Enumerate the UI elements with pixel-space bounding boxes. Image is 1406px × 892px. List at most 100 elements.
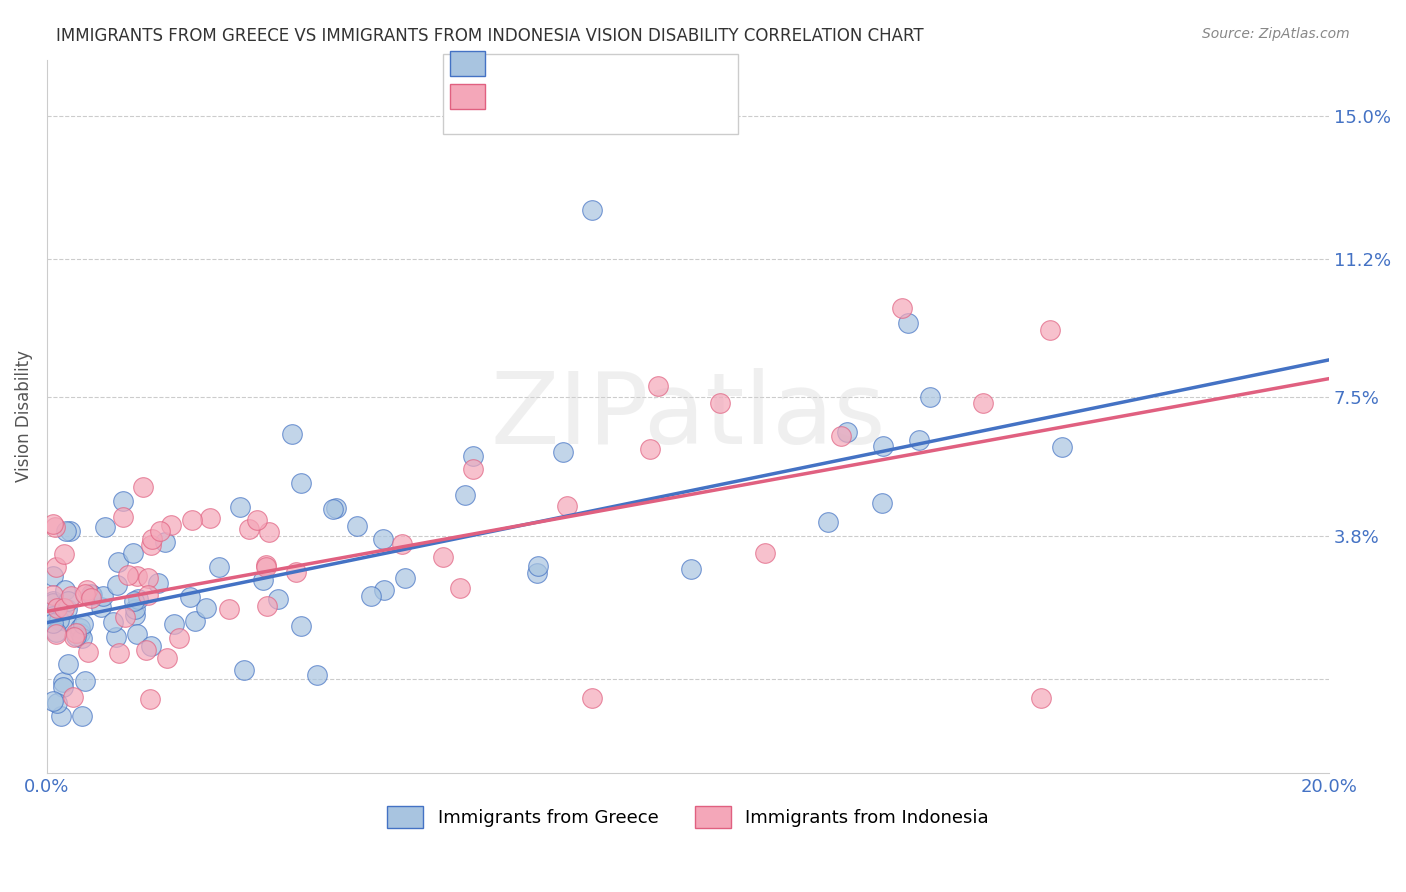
Point bbox=[122, 546, 145, 560]
Point bbox=[80, 588, 103, 602]
Point bbox=[72, 617, 94, 632]
Point bbox=[124, 608, 146, 623]
Point bbox=[232, 663, 254, 677]
Point bbox=[136, 588, 159, 602]
Point bbox=[179, 591, 201, 605]
Point bbox=[94, 520, 117, 534]
Point bbox=[647, 379, 669, 393]
Point bbox=[346, 519, 368, 533]
Point bbox=[45, 627, 67, 641]
Point bbox=[46, 601, 69, 615]
Point bbox=[897, 316, 920, 330]
Point bbox=[449, 581, 471, 595]
Point bbox=[160, 517, 183, 532]
Point bbox=[101, 615, 124, 630]
Point bbox=[107, 578, 129, 592]
Point bbox=[117, 567, 139, 582]
Text: R =  0.478: R = 0.478 bbox=[506, 70, 602, 87]
Point bbox=[52, 547, 75, 561]
Point bbox=[555, 500, 578, 514]
Point bbox=[208, 560, 231, 574]
Point bbox=[194, 601, 217, 615]
Point bbox=[257, 524, 280, 539]
Point bbox=[112, 510, 135, 524]
Point bbox=[246, 513, 269, 527]
Text: ZIPatlas: ZIPatlas bbox=[491, 368, 886, 465]
Point bbox=[59, 524, 82, 539]
Point bbox=[62, 690, 84, 704]
Point bbox=[125, 569, 148, 583]
Point bbox=[58, 657, 80, 671]
Point bbox=[105, 630, 128, 644]
Point bbox=[42, 596, 65, 610]
Point bbox=[55, 614, 77, 628]
Point bbox=[184, 615, 207, 629]
Point bbox=[870, 496, 893, 510]
Point bbox=[42, 608, 65, 623]
Legend: Immigrants from Greece, Immigrants from Indonesia: Immigrants from Greece, Immigrants from … bbox=[380, 798, 995, 835]
Point bbox=[70, 631, 93, 645]
Point bbox=[256, 599, 278, 614]
Point bbox=[218, 602, 240, 616]
Point bbox=[69, 625, 91, 640]
Point bbox=[139, 692, 162, 706]
Point bbox=[149, 524, 172, 538]
Point bbox=[890, 301, 912, 315]
Point bbox=[754, 546, 776, 560]
Point bbox=[432, 550, 454, 565]
Point bbox=[267, 592, 290, 607]
Point bbox=[53, 582, 76, 597]
Point bbox=[252, 573, 274, 587]
Point bbox=[42, 568, 65, 582]
Point bbox=[200, 511, 222, 525]
Text: Source: ZipAtlas.com: Source: ZipAtlas.com bbox=[1202, 27, 1350, 41]
Point bbox=[42, 694, 65, 708]
Text: N = 80: N = 80 bbox=[612, 70, 679, 87]
Point bbox=[254, 560, 277, 574]
Point bbox=[132, 480, 155, 494]
Point bbox=[391, 537, 413, 551]
Point bbox=[463, 449, 485, 463]
Point bbox=[48, 613, 70, 627]
Point bbox=[156, 651, 179, 665]
Point bbox=[80, 591, 103, 606]
Point bbox=[360, 589, 382, 603]
Point bbox=[52, 600, 75, 615]
Point bbox=[42, 588, 65, 602]
Point bbox=[254, 558, 277, 572]
Point bbox=[51, 709, 73, 723]
Point bbox=[284, 565, 307, 579]
Point bbox=[238, 522, 260, 536]
Point bbox=[553, 445, 575, 459]
Point bbox=[709, 396, 731, 410]
Point bbox=[91, 590, 114, 604]
Y-axis label: Vision Disability: Vision Disability bbox=[15, 351, 32, 483]
Point bbox=[114, 610, 136, 624]
Point bbox=[305, 668, 328, 682]
Point bbox=[111, 493, 134, 508]
Point bbox=[124, 594, 146, 608]
Point bbox=[42, 594, 65, 608]
Point bbox=[55, 524, 77, 538]
Point bbox=[69, 621, 91, 635]
Point bbox=[108, 646, 131, 660]
Point bbox=[42, 516, 65, 531]
Point bbox=[65, 629, 87, 643]
Point bbox=[73, 673, 96, 688]
Point bbox=[141, 533, 163, 547]
Point bbox=[1050, 440, 1073, 454]
Point bbox=[817, 516, 839, 530]
Point bbox=[42, 616, 65, 631]
Point bbox=[107, 555, 129, 569]
Point bbox=[638, 442, 661, 456]
Point bbox=[62, 630, 84, 644]
Point bbox=[55, 601, 77, 615]
Point bbox=[73, 587, 96, 601]
Point bbox=[454, 487, 477, 501]
Text: R =  0.4: R = 0.4 bbox=[506, 103, 579, 120]
Point bbox=[125, 627, 148, 641]
Point bbox=[138, 571, 160, 585]
Point bbox=[373, 582, 395, 597]
Point bbox=[44, 520, 66, 534]
Point bbox=[155, 534, 177, 549]
